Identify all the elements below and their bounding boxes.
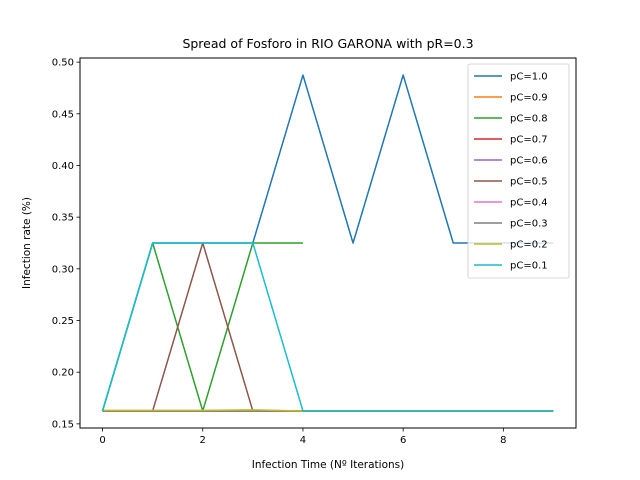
series-line-10 [101, 242, 554, 412]
x-tick-label: 0 [99, 435, 105, 446]
y-tick-label: 0.40 [52, 161, 74, 172]
x-axis: 0 2 4 6 8 [99, 428, 507, 446]
y-tick-label: 0.50 [52, 58, 74, 69]
legend-label: pC=0.5 [510, 177, 548, 188]
chart-title: Spread of Fosforo in RIO GARONA with pR=… [182, 36, 473, 51]
y-axis-label: Infection rate (%) [21, 197, 33, 289]
legend-label: pC=0.8 [510, 114, 548, 125]
legend-label: pC=0.2 [510, 240, 548, 251]
legend-label: pC=0.6 [510, 156, 548, 167]
legend: pC=1.0 pC=0.9 pC=0.8 pC=0.7 pC=0.6 pC=0.5 pC=0… [467, 63, 570, 279]
legend-label: pC=0.3 [510, 219, 548, 230]
legend-label: pC=1.0 [510, 72, 548, 83]
plot-frame [79, 57, 577, 429]
x-tick-label: 6 [400, 435, 406, 446]
y-axis: 0.15 0.20 0.25 0.30 0.35 0.40 0.45 0.50 [52, 58, 80, 430]
y-tick-label: 0.30 [52, 264, 74, 275]
series-layer [101, 74, 554, 412]
y-tick-label: 0.15 [52, 419, 74, 430]
legend-label: pC=0.1 [510, 261, 548, 272]
legend-label: pC=0.7 [510, 135, 548, 146]
x-tick-label: 8 [500, 435, 506, 446]
y-tick-label: 0.25 [52, 316, 74, 327]
x-tick-label: 2 [200, 435, 206, 446]
y-tick-label: 0.35 [52, 213, 74, 224]
x-axis-label: Infection Time (Nº Iterations) [252, 459, 405, 471]
y-tick-label: 0.45 [52, 109, 74, 120]
legend-label: pC=0.9 [510, 93, 548, 104]
x-tick-label: 4 [300, 435, 306, 446]
legend-label: pC=0.4 [510, 198, 548, 209]
y-tick-label: 0.20 [52, 368, 74, 379]
